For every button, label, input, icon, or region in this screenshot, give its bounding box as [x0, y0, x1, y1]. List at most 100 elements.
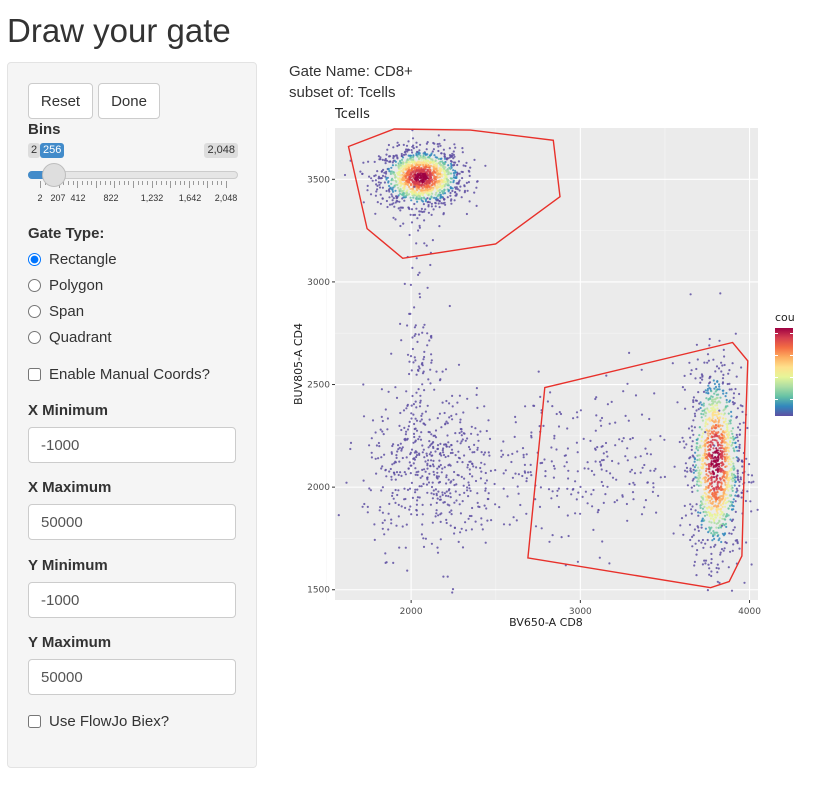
- data-point: [474, 479, 478, 483]
- data-point: [713, 438, 716, 442]
- data-point: [427, 459, 430, 462]
- x-maximum-input[interactable]: [28, 504, 236, 540]
- data-point: [399, 182, 402, 185]
- manual-coords-label: Enable Manual Coords?: [49, 365, 210, 383]
- radio-quadrant[interactable]: [28, 330, 41, 344]
- bins-slider[interactable]: 2 2,048 256 2 207 412 822 1,232 1,642 2,…: [28, 143, 238, 205]
- data-point: [711, 539, 714, 542]
- gate-name-text: Gate Name: CD8+: [289, 63, 413, 80]
- data-point: [384, 469, 387, 472]
- data-point: [388, 470, 391, 473]
- data-point: [443, 188, 446, 191]
- gate-type-option-quadrant[interactable]: Quadrant: [28, 327, 112, 347]
- y-minimum-input[interactable]: [28, 582, 236, 618]
- bins-tick-mark: [179, 181, 181, 185]
- data-point: [415, 451, 418, 454]
- data-point: [393, 205, 396, 208]
- data-point: [716, 563, 719, 566]
- data-point: [367, 160, 370, 163]
- data-point: [437, 202, 440, 205]
- data-point: [460, 428, 463, 431]
- manual-coords-checkbox[interactable]: [28, 367, 41, 381]
- data-point: [663, 438, 666, 441]
- gate-type-option-span[interactable]: Span: [28, 301, 84, 321]
- gate-polygons[interactable]: [347, 128, 749, 589]
- data-point: [745, 541, 748, 544]
- data-point: [424, 410, 427, 413]
- data-point: [430, 492, 433, 495]
- data-point: [731, 549, 734, 552]
- data-point: [640, 513, 644, 516]
- radio-span[interactable]: [28, 304, 41, 318]
- data-point: [718, 501, 721, 504]
- data-point: [714, 385, 718, 389]
- data-point: [689, 456, 692, 459]
- data-point: [468, 170, 471, 173]
- data-point: [431, 481, 434, 484]
- data-point: [698, 426, 701, 429]
- data-point: [430, 153, 433, 156]
- x-minimum-input[interactable]: [28, 427, 236, 463]
- data-point: [414, 473, 417, 476]
- data-point: [484, 471, 487, 475]
- data-point: [389, 467, 392, 471]
- bins-tick-mark: [77, 181, 79, 188]
- gate-type-option-polygon[interactable]: Polygon: [28, 275, 103, 295]
- data-point: [598, 556, 601, 559]
- data-point: [400, 152, 403, 156]
- data-point: [721, 437, 724, 440]
- data-point: [437, 490, 440, 493]
- data-point: [415, 391, 418, 394]
- data-point: [432, 168, 435, 171]
- data-point: [716, 388, 720, 391]
- data-point: [383, 171, 386, 174]
- data-point: [728, 470, 731, 473]
- data-point: [702, 402, 705, 405]
- data-point: [706, 387, 709, 391]
- gating-scatter-plot[interactable]: Tcells 2000 3000 400015002000250030003500 …: [285, 100, 795, 635]
- data-point: [401, 525, 404, 528]
- radio-rectangle[interactable]: [28, 252, 41, 266]
- data-point: [449, 172, 453, 175]
- data-point: [655, 511, 658, 514]
- data-point: [712, 432, 715, 435]
- data-point: [720, 370, 723, 373]
- data-point: [716, 571, 719, 574]
- data-point: [615, 478, 618, 481]
- data-point: [415, 184, 418, 187]
- data-point: [409, 173, 412, 176]
- flowjo-biex-checkbox-row[interactable]: Use FlowJo Biex?: [28, 711, 169, 731]
- data-point: [482, 453, 485, 456]
- data-point: [384, 408, 387, 411]
- flowjo-biex-checkbox[interactable]: [28, 714, 41, 728]
- data-point: [720, 361, 723, 364]
- data-point: [692, 468, 695, 471]
- radio-polygon[interactable]: [28, 278, 41, 292]
- data-point: [474, 427, 477, 430]
- data-point: [414, 168, 417, 171]
- data-point: [403, 192, 406, 195]
- data-point: [685, 466, 689, 469]
- manual-coords-checkbox-row[interactable]: Enable Manual Coords?: [28, 364, 210, 384]
- done-button[interactable]: Done: [98, 83, 160, 119]
- bins-slider-handle[interactable]: [42, 163, 67, 187]
- data-point: [430, 195, 433, 198]
- gate-polygon[interactable]: [527, 341, 749, 589]
- x-tick-label: 4000: [738, 607, 761, 617]
- data-point: [449, 492, 452, 495]
- y-maximum-input[interactable]: [28, 659, 236, 695]
- gate-polygon[interactable]: [347, 128, 561, 260]
- reset-button[interactable]: Reset: [28, 83, 93, 119]
- gate-type-option-rectangle[interactable]: Rectangle: [28, 249, 117, 269]
- data-point: [374, 194, 377, 197]
- data-point: [745, 457, 748, 460]
- data-point: [705, 496, 708, 499]
- data-point: [432, 465, 435, 468]
- data-point: [423, 242, 426, 245]
- data-point: [405, 407, 408, 410]
- data-point: [380, 456, 383, 459]
- data-point: [415, 508, 418, 512]
- data-point: [733, 478, 736, 482]
- data-point: [692, 471, 695, 474]
- data-point: [713, 533, 716, 536]
